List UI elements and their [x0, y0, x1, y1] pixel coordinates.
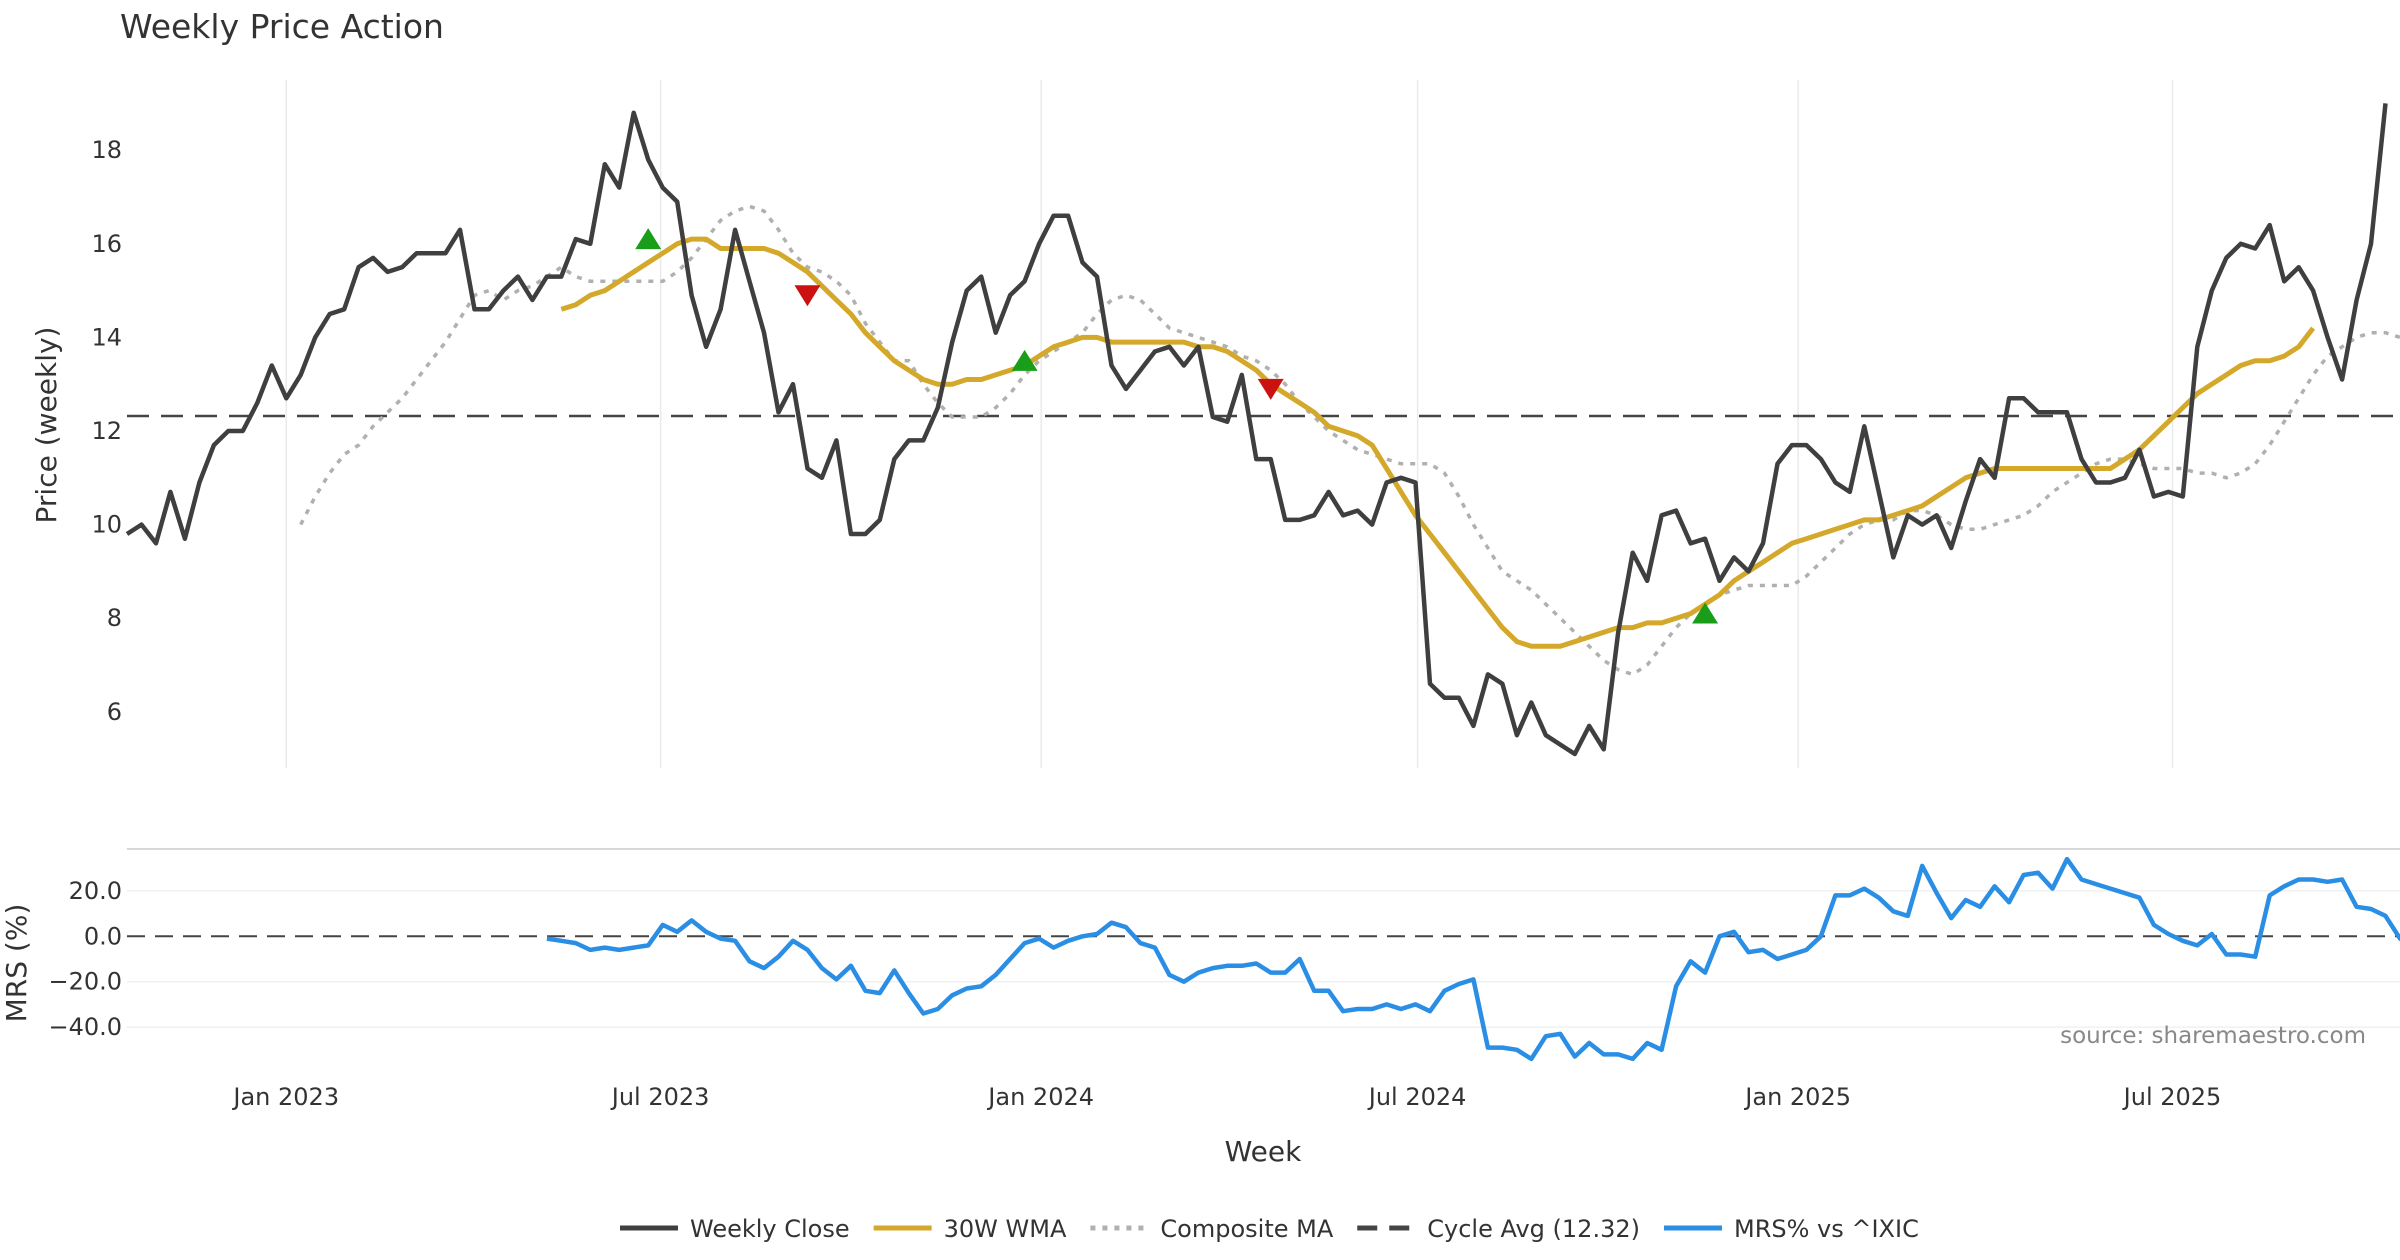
- composite-ma-line: [299, 204, 2400, 677]
- signal-markers: [635, 228, 1719, 624]
- x-tick-label: Jan 2023: [231, 1083, 339, 1111]
- x-tick-label: Jul 2023: [610, 1083, 710, 1111]
- price-y-tick-label: 18: [91, 136, 122, 164]
- weekly-close-line: [125, 103, 2388, 757]
- x-tick-label: Jul 2025: [2122, 1083, 2222, 1111]
- mrs-y-tick-label: −40.0: [48, 1013, 122, 1041]
- x-axis: Jan 2023 Jul 2023 Jan 2024 Jul 2024 Jan 2025…: [231, 1083, 2221, 1111]
- sell-signal-marker: [794, 285, 821, 307]
- mrs-grid: [127, 890, 2400, 1028]
- buy-signal-marker: [1011, 349, 1038, 371]
- price-grid: [285, 80, 2174, 768]
- price-y-tick-label: 6: [107, 698, 122, 726]
- x-axis-label: Week: [1225, 1135, 1302, 1168]
- chart-title: Weekly Price Action: [120, 7, 444, 46]
- legend-label: Cycle Avg (12.32): [1427, 1215, 1640, 1243]
- price-panel: 6 8 10 12 14 16 18 Price (weekly): [30, 80, 2400, 768]
- x-tick-label: Jan 2025: [1743, 1083, 1851, 1111]
- wma-30w-line: [560, 236, 2316, 649]
- legend-label: Weekly Close: [690, 1215, 850, 1243]
- mrs-y-axis-label: MRS (%): [0, 904, 33, 1023]
- mrs-panel: 20.0 0.0 −20.0 −40.0 MRS (%) source: sharem…: [0, 848, 2400, 1062]
- legend-label: MRS% vs ^IXIC: [1734, 1215, 1919, 1243]
- price-y-axis-label: Price (weekly): [30, 327, 63, 524]
- buy-signal-marker: [635, 228, 662, 250]
- mrs-line: [546, 856, 2400, 1062]
- legend-label: 30W WMA: [944, 1215, 1067, 1243]
- price-y-tick-label: 16: [91, 230, 122, 258]
- legend-label: Composite MA: [1160, 1215, 1333, 1243]
- price-y-axis: 6 8 10 12 14 16 18: [91, 136, 122, 726]
- price-y-tick-label: 12: [91, 417, 122, 445]
- price-y-tick-label: 10: [91, 511, 122, 539]
- mrs-y-axis: 20.0 0.0 −20.0 −40.0: [48, 877, 122, 1041]
- price-y-tick-label: 8: [107, 604, 122, 632]
- mrs-y-tick-label: 0.0: [84, 922, 122, 950]
- price-y-tick-label: 14: [91, 323, 122, 351]
- sell-signal-marker: [1257, 378, 1284, 400]
- legend: Weekly Close 30W WMA Composite MA Cycle Avg…: [620, 1215, 1919, 1243]
- mrs-y-tick-label: −20.0: [48, 968, 122, 996]
- x-tick-label: Jan 2024: [986, 1083, 1094, 1111]
- mrs-y-tick-label: 20.0: [69, 877, 122, 905]
- buy-signal-marker: [1692, 602, 1719, 624]
- x-tick-label: Jul 2024: [1367, 1083, 1467, 1111]
- source-note: source: sharemaestro.com: [2060, 1023, 2366, 1049]
